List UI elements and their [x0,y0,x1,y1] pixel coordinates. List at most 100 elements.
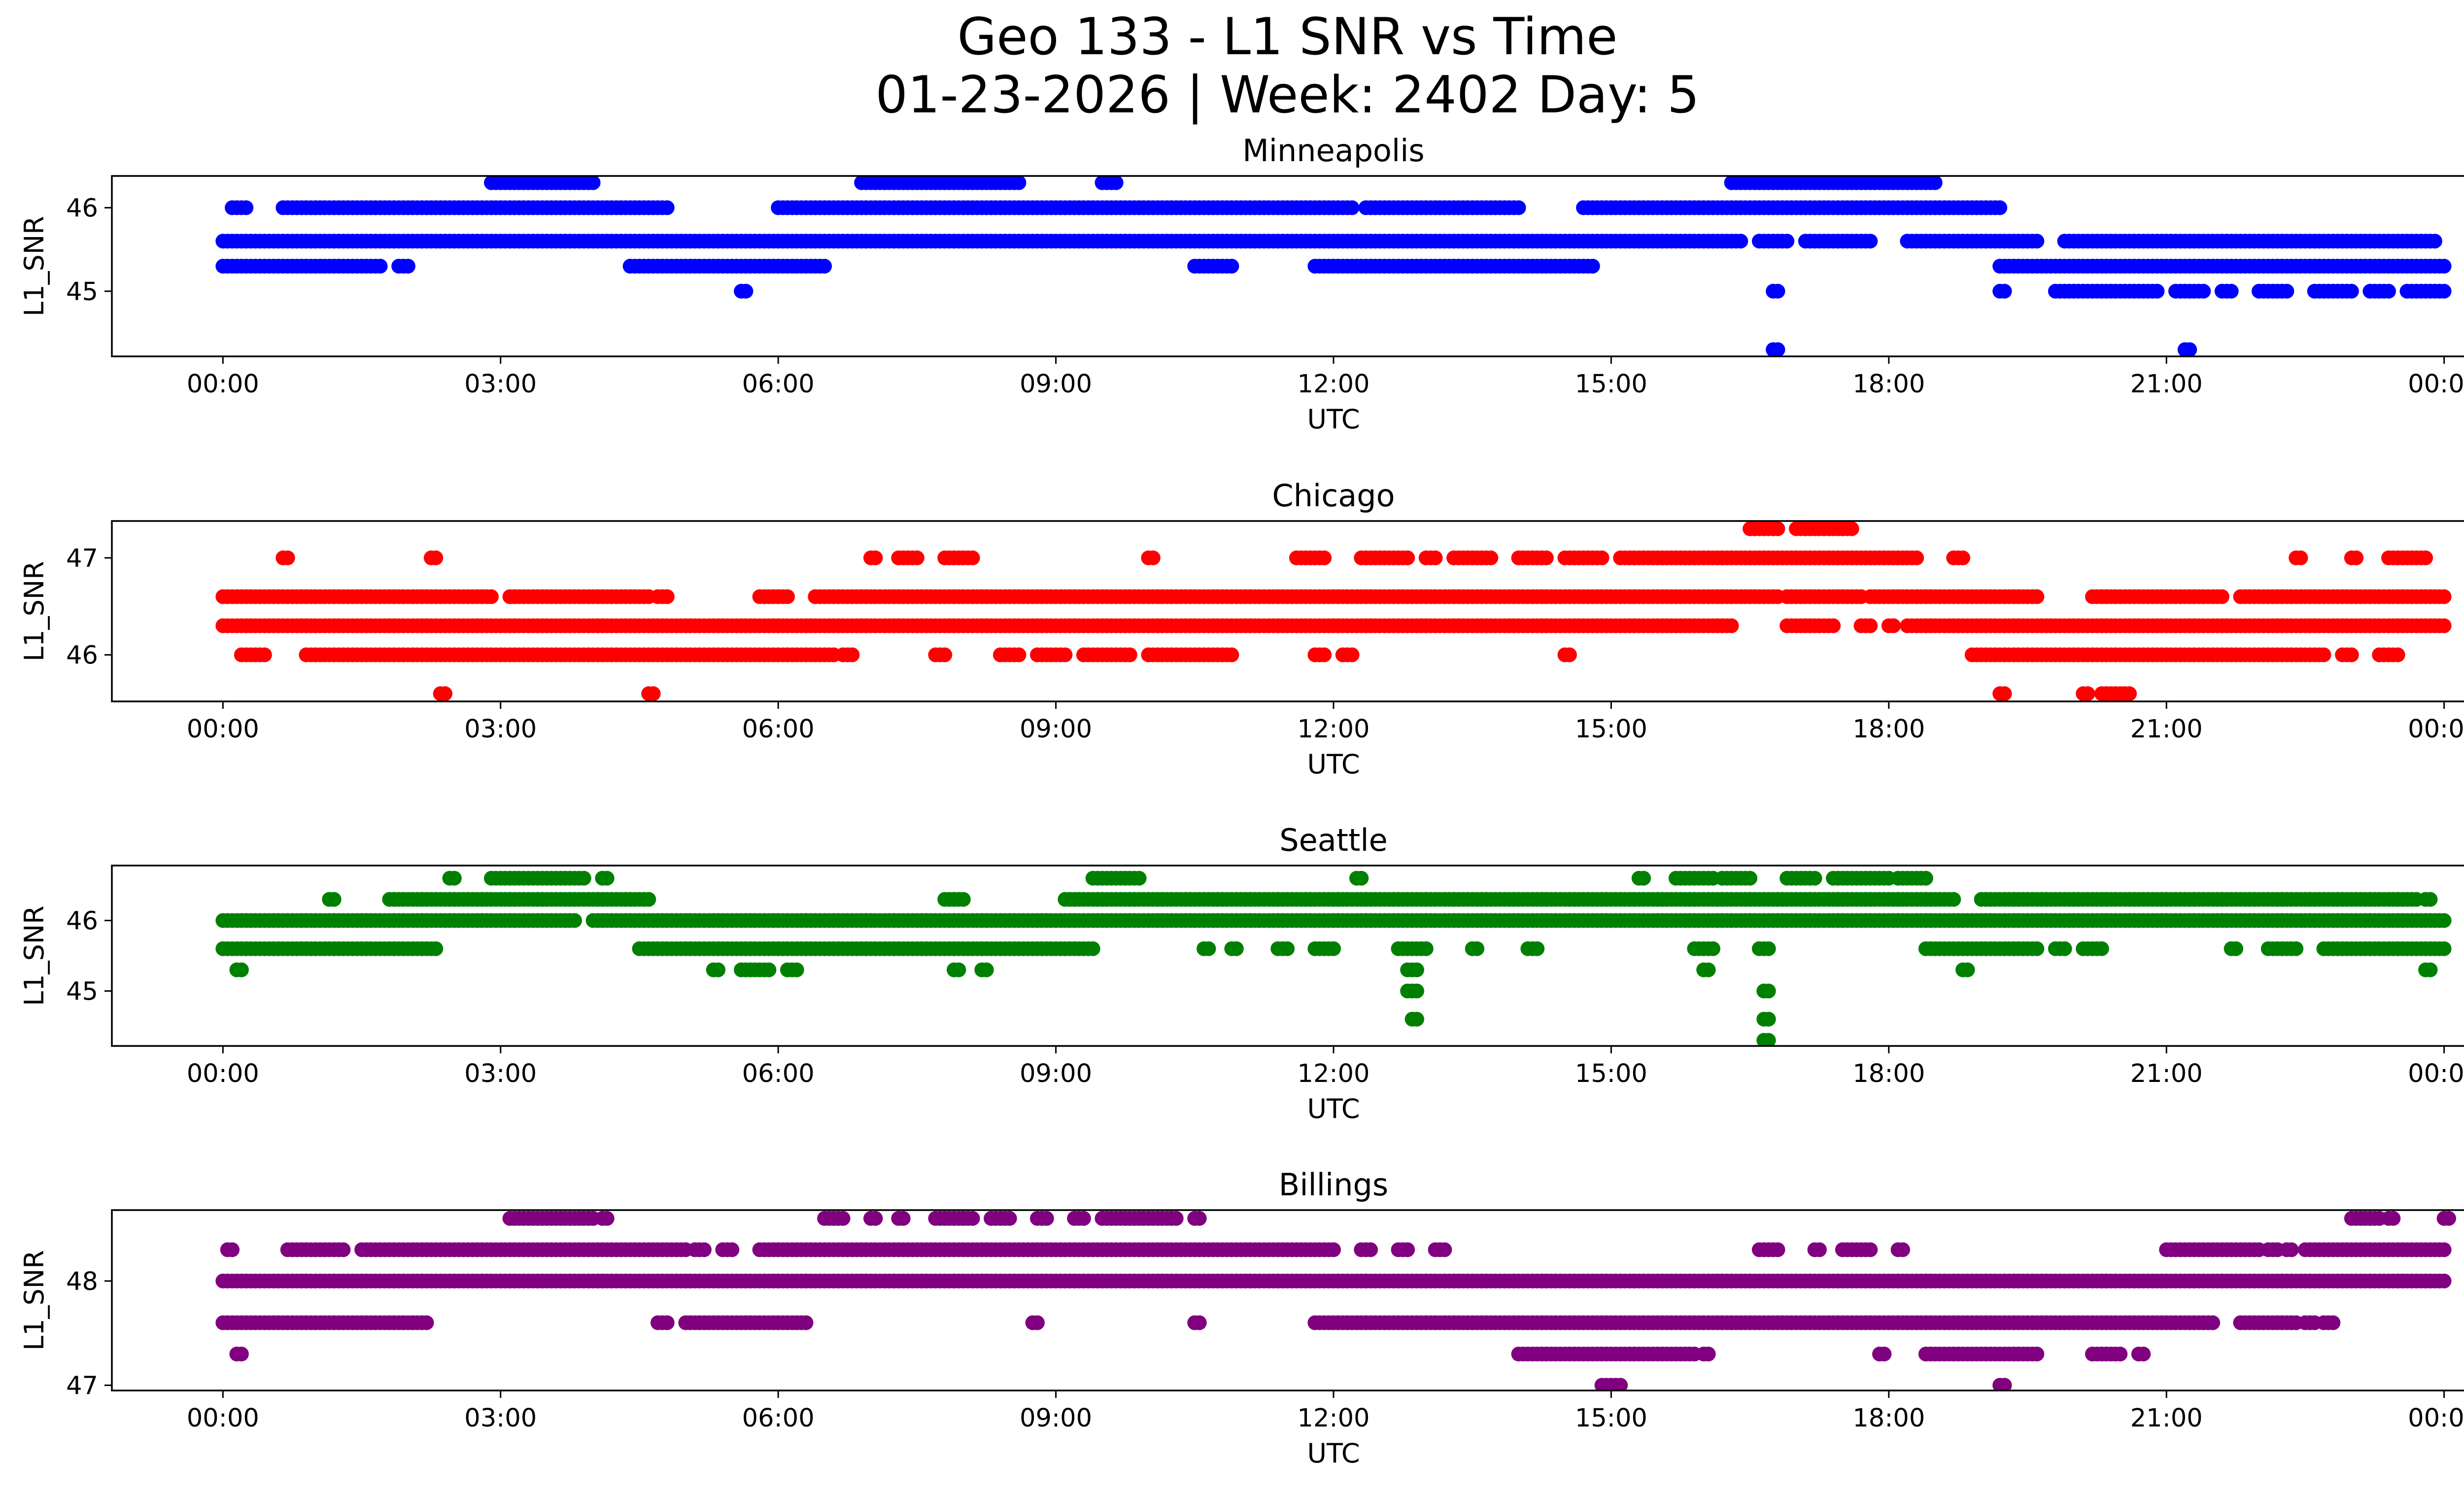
data-point [2436,913,2452,928]
data-point [1780,234,1795,249]
panel-title: Seattle [1279,822,1387,858]
y-tick-label: 47 [66,544,98,573]
data-point [2427,234,2442,249]
data-point [1085,941,1100,956]
data-point [956,892,971,907]
data-point [1992,200,2008,215]
x-tick-label: 06:00 [742,370,815,399]
data-point [1761,941,1776,956]
data-point [1224,647,1239,662]
data-point [1960,962,1975,977]
data-point [1409,1011,1424,1027]
data-point [2436,283,2452,299]
data-point [2196,283,2211,299]
x-tick-label: 21:00 [2130,715,2203,744]
data-point [1997,686,2012,701]
data-point [2418,550,2433,565]
data-point [1344,200,1360,215]
data-point [2344,283,2359,299]
data-point [2441,1211,2456,1226]
data-point [1955,550,1971,565]
data-point [2214,589,2229,604]
data-point [1807,870,1822,886]
data-point [1826,618,1841,633]
data-point [2228,941,2244,956]
y-tick-label: 46 [66,641,98,670]
data-point [2436,589,2452,604]
y-axis-label: L1_SNR [19,216,50,316]
x-tick-label: 00:00 [187,1059,259,1088]
x-tick-label: 15:00 [1575,370,1647,399]
data-point [567,913,582,928]
data-point [2293,550,2308,565]
data-point [1280,941,1295,956]
data-point [641,892,656,907]
data-point [2182,342,2197,356]
data-point [1770,521,1785,536]
data-point [599,870,615,886]
data-point [1863,234,1878,249]
data-point [1229,941,1244,956]
x-tick-label: 03:00 [464,370,537,399]
data-point [1326,1242,1341,1257]
x-tick-label: 00:00 [2408,370,2464,399]
data-point [1886,618,1901,633]
data-point [2349,550,2364,565]
data-point [1058,647,1073,662]
data-point [1770,1242,1785,1257]
data-point [1895,1242,1910,1257]
data-point [1701,962,1716,977]
data-point [780,589,795,604]
x-tick-label: 18:00 [1852,1059,1925,1088]
data-point [965,1211,980,1226]
x-tick-label: 15:00 [1575,1059,1647,1088]
y-axis-label: L1_SNR [19,905,50,1006]
data-points [215,176,2452,356]
data-point [1076,1211,1091,1226]
data-point [724,1242,740,1257]
data-point [1011,647,1027,662]
data-point [1562,647,1577,662]
data-point [909,550,924,565]
data-point [2436,618,2452,633]
data-point [1743,870,1758,886]
data-point [1724,618,1739,633]
data-point [1706,941,1720,956]
data-point [1770,342,1785,356]
data-point [336,1242,351,1257]
data-point [1530,941,1545,956]
data-point [1409,983,1424,999]
data-points [215,1211,2456,1391]
data-point [711,962,726,977]
data-point [738,283,753,299]
data-point [1011,176,1027,190]
data-point [446,870,462,886]
data-point [428,550,444,565]
data-point [1039,1211,1054,1226]
data-point [419,1315,434,1330]
data-point [2224,283,2239,299]
y-tick-label: 46 [66,194,98,223]
data-point [2150,283,2165,299]
data-point [1997,283,2012,299]
data-point [1863,618,1878,633]
data-point [1418,941,1434,956]
data-point [1733,234,1748,249]
data-point [1224,259,1239,274]
data-point [1483,550,1499,565]
data-points [215,870,2452,1046]
data-point [659,1315,675,1330]
x-tick-label: 15:00 [1575,715,1647,744]
data-point [1400,550,1415,565]
data-point [1409,962,1424,977]
data-point [1145,550,1161,565]
data-point [845,647,860,662]
data-point [1131,870,1147,886]
data-point [326,892,342,907]
x-tick-label: 06:00 [742,715,815,744]
data-points [215,521,2452,701]
data-point [1594,550,1609,565]
y-axis-label: L1_SNR [19,561,50,661]
